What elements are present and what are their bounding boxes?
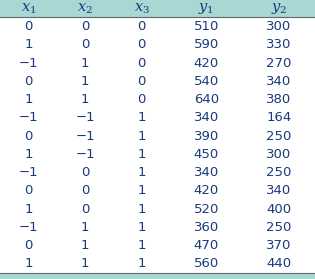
Text: 270: 270 — [266, 57, 291, 69]
Text: 330: 330 — [266, 38, 291, 51]
Bar — [0, 273, 315, 279]
Text: −1: −1 — [75, 111, 95, 124]
Text: 0: 0 — [81, 20, 89, 33]
Text: 400: 400 — [266, 203, 291, 215]
Bar — [0, 200, 315, 218]
Bar — [0, 218, 315, 236]
Text: 1: 1 — [138, 148, 146, 161]
Text: 0: 0 — [138, 20, 146, 33]
Text: 0: 0 — [24, 75, 32, 88]
Text: 360: 360 — [194, 221, 219, 234]
Text: 250: 250 — [266, 129, 291, 143]
Text: 1: 1 — [81, 75, 89, 88]
Text: 1: 1 — [138, 257, 146, 270]
Text: −1: −1 — [19, 221, 38, 234]
Text: 340: 340 — [194, 166, 219, 179]
Text: 440: 440 — [266, 257, 291, 270]
Bar — [0, 90, 315, 109]
Text: 1: 1 — [24, 38, 32, 51]
Bar — [0, 163, 315, 182]
Text: 510: 510 — [194, 20, 219, 33]
Text: $x_3$: $x_3$ — [134, 1, 150, 16]
Text: 1: 1 — [138, 129, 146, 143]
Text: 560: 560 — [194, 257, 219, 270]
Text: 340: 340 — [266, 184, 291, 197]
Text: 1: 1 — [138, 184, 146, 197]
Text: 1: 1 — [81, 257, 89, 270]
Text: 0: 0 — [81, 184, 89, 197]
Text: 390: 390 — [194, 129, 219, 143]
Text: 1: 1 — [24, 93, 32, 106]
Text: 1: 1 — [81, 57, 89, 69]
Text: $y_1$: $y_1$ — [198, 1, 214, 16]
Text: −1: −1 — [75, 129, 95, 143]
Text: $x_2$: $x_2$ — [77, 1, 93, 16]
Text: 1: 1 — [138, 203, 146, 215]
Text: 1: 1 — [138, 221, 146, 234]
Text: 250: 250 — [266, 166, 291, 179]
Text: 640: 640 — [194, 93, 219, 106]
Text: 0: 0 — [138, 93, 146, 106]
Text: 540: 540 — [194, 75, 219, 88]
Text: 1: 1 — [24, 257, 32, 270]
Text: 380: 380 — [266, 93, 291, 106]
Text: 0: 0 — [24, 239, 32, 252]
Text: −1: −1 — [19, 111, 38, 124]
Text: 0: 0 — [81, 203, 89, 215]
Text: 450: 450 — [194, 148, 219, 161]
Text: 0: 0 — [81, 38, 89, 51]
Bar — [0, 17, 315, 36]
Text: 1: 1 — [81, 221, 89, 234]
Bar — [0, 72, 315, 90]
Text: 0: 0 — [81, 166, 89, 179]
Text: 1: 1 — [138, 111, 146, 124]
Text: 300: 300 — [266, 148, 291, 161]
Bar — [0, 36, 315, 54]
Text: 0: 0 — [24, 184, 32, 197]
Bar — [0, 145, 315, 163]
Text: 520: 520 — [194, 203, 219, 215]
Text: 420: 420 — [194, 184, 219, 197]
Text: 0: 0 — [138, 75, 146, 88]
Text: 420: 420 — [194, 57, 219, 69]
Text: $x_1$: $x_1$ — [21, 1, 36, 16]
Text: 0: 0 — [138, 38, 146, 51]
Text: 1: 1 — [24, 203, 32, 215]
Bar — [0, 109, 315, 127]
Text: 250: 250 — [266, 221, 291, 234]
Text: −1: −1 — [19, 57, 38, 69]
Bar — [0, 236, 315, 255]
Text: 0: 0 — [24, 20, 32, 33]
Bar — [0, 0, 315, 17]
Text: 370: 370 — [266, 239, 291, 252]
Text: 1: 1 — [138, 166, 146, 179]
Text: 1: 1 — [81, 239, 89, 252]
Text: 1: 1 — [81, 93, 89, 106]
Text: −1: −1 — [75, 148, 95, 161]
Text: 1: 1 — [24, 148, 32, 161]
Text: 340: 340 — [266, 75, 291, 88]
Text: 0: 0 — [24, 129, 32, 143]
Bar — [0, 182, 315, 200]
Text: 300: 300 — [266, 20, 291, 33]
Text: −1: −1 — [19, 166, 38, 179]
Bar — [0, 127, 315, 145]
Text: 340: 340 — [194, 111, 219, 124]
Text: $y_2$: $y_2$ — [271, 1, 287, 16]
Text: 164: 164 — [266, 111, 291, 124]
Text: 590: 590 — [194, 38, 219, 51]
Text: 0: 0 — [138, 57, 146, 69]
Bar — [0, 255, 315, 273]
Text: 1: 1 — [138, 239, 146, 252]
Text: 470: 470 — [194, 239, 219, 252]
Bar — [0, 54, 315, 72]
